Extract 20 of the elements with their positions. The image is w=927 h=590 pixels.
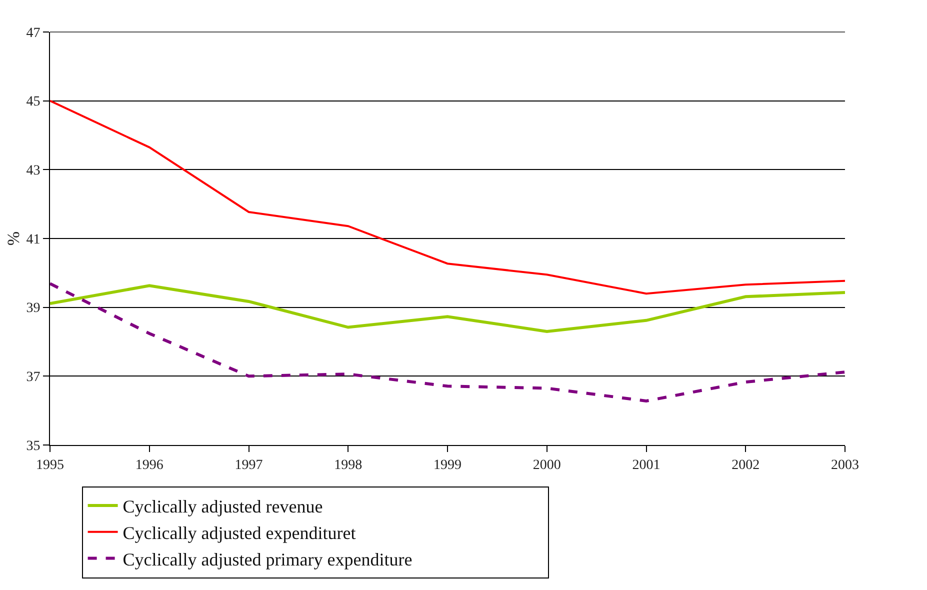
legend-label: Cyclically adjusted revenue: [122, 496, 323, 517]
x-tick-label: 1999: [434, 458, 462, 473]
y-tick-label: 45: [26, 94, 40, 110]
legend-label: Cyclically adjusted expendituret: [122, 522, 356, 543]
x-tick-label: 2002: [732, 458, 760, 473]
y-axis-title: %: [4, 231, 23, 246]
x-tick-label: 2000: [532, 458, 561, 473]
x-tick-label: 1997: [234, 458, 263, 473]
x-tick-label: 2001: [632, 458, 660, 473]
x-tick-label: 1996: [135, 458, 164, 473]
y-tick-label: 37: [26, 370, 40, 386]
y-tick-label: 41: [26, 232, 40, 248]
y-tick-label: 47: [26, 26, 40, 41]
x-tick-label: 1998: [334, 458, 362, 473]
x-tick-label: 2003: [831, 458, 859, 473]
y-tick-label: 43: [26, 164, 40, 179]
y-tick-label: 35: [26, 438, 40, 454]
x-tick-label: 1995: [36, 458, 64, 473]
legend-label: Cyclically adjusted primary expenditure: [122, 549, 412, 570]
y-tick-label: 39: [26, 301, 40, 316]
